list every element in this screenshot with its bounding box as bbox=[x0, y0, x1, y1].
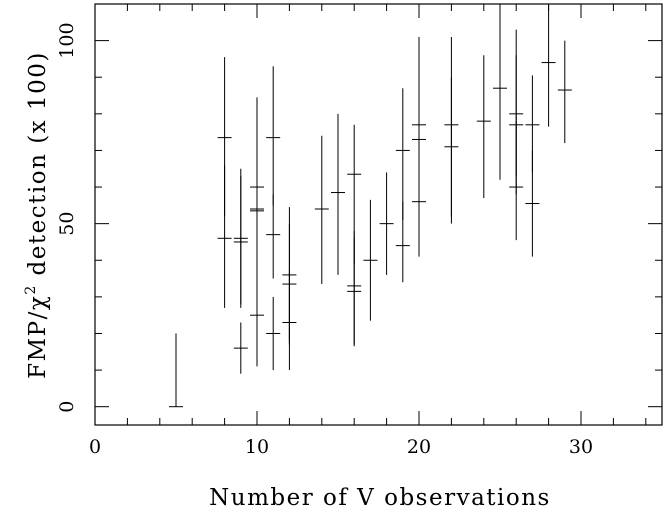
x-tick-label: 0 bbox=[89, 436, 101, 458]
y-axis-label-chi: χ bbox=[25, 295, 51, 310]
y-tick-label: 100 bbox=[56, 22, 78, 58]
y-tick-label: 50 bbox=[56, 212, 78, 236]
x-tick-label: 20 bbox=[407, 436, 431, 458]
y-axis-label-prefix: FMP/ bbox=[25, 310, 51, 379]
plot-area: 0 10 20 30 0 50 100 bbox=[56, 3, 663, 458]
y-axis-label-suffix: detection (x 100) bbox=[25, 51, 51, 284]
y-axis-label: FMP/χ2 detection (x 100) bbox=[23, 51, 51, 379]
plot-frame bbox=[94, 3, 663, 426]
x-axis-label: Number of V observations bbox=[209, 485, 551, 511]
y-tick-label: 0 bbox=[56, 401, 78, 413]
x-tick-label: 30 bbox=[569, 436, 593, 458]
x-tick-label: 10 bbox=[245, 436, 269, 458]
y-axis-label-superscript: 2 bbox=[23, 284, 39, 294]
